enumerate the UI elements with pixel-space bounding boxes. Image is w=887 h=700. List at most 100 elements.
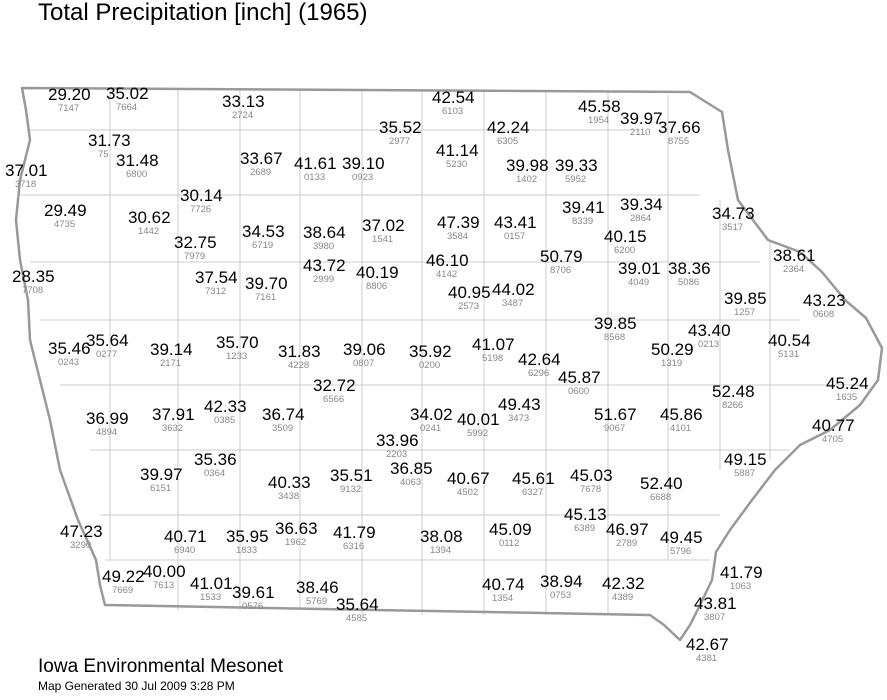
- station-value: 31.73: [88, 131, 131, 150]
- station-value: 39.06: [343, 340, 386, 359]
- station-value: 33.13: [222, 92, 265, 111]
- station-id: 8339: [572, 216, 593, 227]
- station-id: 4063: [400, 477, 421, 488]
- station-id: 7161: [255, 292, 276, 303]
- station-value: 49.15: [724, 450, 767, 469]
- station-value: 39.85: [594, 314, 637, 333]
- station-value: 49.22: [102, 567, 145, 586]
- station-value: 39.01: [618, 259, 661, 278]
- generated-note: Map Generated 30 Jul 2009 3:28 PM: [38, 679, 235, 693]
- station-value: 39.10: [342, 154, 385, 173]
- station-value: 41.61: [294, 154, 337, 173]
- station-value: 32.75: [174, 233, 217, 252]
- station-value: 40.15: [604, 227, 647, 246]
- station-id: 0923: [352, 172, 373, 183]
- station-id: 1063: [730, 581, 751, 592]
- station-value: 37.01: [5, 161, 48, 180]
- station-value: 35.64: [336, 595, 379, 614]
- station-value: 42.67: [686, 635, 729, 654]
- station-value: 36.85: [390, 459, 433, 478]
- station-id: 7613: [153, 580, 174, 591]
- station-id: 1541: [372, 234, 393, 245]
- station-id: 7669: [112, 585, 133, 596]
- station-value: 29.20: [48, 85, 91, 104]
- station-id: 3584: [447, 231, 468, 242]
- station-id: 6200: [614, 245, 635, 256]
- station-id: 0807: [353, 358, 374, 369]
- station-value: 43.41: [494, 213, 537, 232]
- station-value: 40.67: [447, 469, 490, 488]
- station-value: 40.00: [143, 562, 186, 581]
- state-outline: [14, 86, 884, 642]
- station-value: 38.08: [420, 527, 463, 546]
- station-value: 43.23: [803, 291, 846, 310]
- station-value: 49.43: [498, 395, 541, 414]
- station-value: 43.72: [303, 256, 346, 275]
- station-value: 42.33: [204, 397, 247, 416]
- station-id: 3632: [162, 423, 183, 434]
- station-value: 35.02: [106, 84, 149, 103]
- station-value: 35.36: [194, 450, 237, 469]
- station-value: 41.79: [333, 523, 376, 542]
- station-id: 5131: [778, 349, 799, 360]
- station-value: 45.87: [558, 368, 601, 387]
- station-value: 47.23: [60, 522, 103, 541]
- station-value: 32.72: [313, 376, 356, 395]
- station-id: 0608: [813, 309, 834, 320]
- station-id: 8568: [604, 332, 625, 343]
- station-id: 75: [98, 149, 109, 160]
- station-value: 45.13: [564, 505, 607, 524]
- station-id: 5952: [565, 174, 586, 185]
- station-id: 1233: [226, 351, 247, 362]
- station-value: 40.33: [268, 473, 311, 492]
- station-value: 39.97: [140, 465, 183, 484]
- station-value: 42.54: [432, 88, 475, 107]
- station-value: 31.48: [116, 151, 159, 170]
- station-id: 2110: [630, 127, 650, 138]
- station-id: 5992: [467, 428, 488, 439]
- station-value: 46.97: [606, 520, 649, 539]
- station-id: 0243: [58, 357, 79, 368]
- station-id: 6316: [343, 541, 364, 552]
- station-id: 6940: [174, 545, 195, 556]
- station-id: 3487: [502, 298, 523, 309]
- station-value: 35.52: [379, 118, 422, 137]
- station-value: 33.96: [376, 431, 419, 450]
- county-grid: [20, 88, 860, 615]
- station-id: 0364: [204, 468, 225, 479]
- station-value: 34.53: [242, 222, 285, 241]
- station-value: 35.95: [226, 527, 269, 546]
- map-title: Total Precipitation [inch] (1965): [38, 0, 368, 26]
- station-value: 38.64: [303, 223, 346, 242]
- station-value: 30.14: [180, 186, 223, 205]
- station-id: 2789: [616, 538, 637, 549]
- station-value: 37.66: [658, 118, 701, 137]
- station-value: 42.24: [487, 118, 530, 137]
- station-id: 3980: [313, 241, 334, 252]
- station-value: 38.46: [296, 578, 339, 597]
- station-value: 40.71: [164, 527, 207, 546]
- station-value: 38.61: [773, 246, 816, 265]
- station-value: 34.73: [712, 204, 755, 223]
- station-id: 6389: [574, 523, 595, 534]
- station-value: 45.61: [512, 469, 555, 488]
- station-id: 6151: [150, 483, 171, 494]
- station-id: 2171: [160, 358, 181, 369]
- station-id: 2999: [313, 274, 334, 285]
- station-value: 39.61: [232, 583, 275, 602]
- station-value: 29.49: [44, 201, 87, 220]
- station-id: 5887: [734, 468, 755, 479]
- station-value: 35.92: [409, 342, 452, 361]
- station-id: 7664: [116, 102, 137, 113]
- station-value: 36.63: [275, 519, 318, 538]
- station-value: 52.40: [640, 474, 683, 493]
- station-id: 6719: [252, 240, 273, 251]
- station-id: 6103: [442, 106, 463, 117]
- station-value: 39.98: [506, 156, 549, 175]
- station-id: 4735: [54, 219, 75, 230]
- station-id: 4705: [822, 434, 843, 445]
- organization: Iowa Environmental Mesonet: [38, 656, 284, 677]
- station-id: 5230: [446, 159, 467, 170]
- station-id: 2689: [250, 167, 271, 178]
